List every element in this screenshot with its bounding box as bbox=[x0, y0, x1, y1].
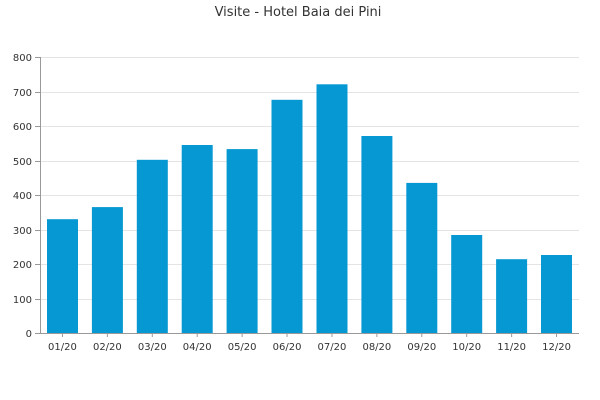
bar bbox=[541, 255, 572, 333]
axes bbox=[40, 57, 579, 334]
x-tick-label: 10/20 bbox=[452, 342, 481, 353]
bar bbox=[91, 207, 123, 333]
y-tick-label: 100 bbox=[13, 295, 32, 306]
x-tick-label: 05/20 bbox=[228, 342, 257, 353]
grid-lines bbox=[40, 57, 579, 300]
y-tick-label: 300 bbox=[13, 226, 32, 237]
x-tick-label: 04/20 bbox=[183, 342, 212, 353]
y-axis-ticks: 0 100 200 300 400 500 600 700 800 bbox=[13, 53, 40, 340]
y-tick-label: 700 bbox=[13, 88, 32, 99]
bar bbox=[181, 145, 213, 333]
bar bbox=[451, 235, 483, 333]
bar bbox=[136, 159, 168, 333]
y-tick-label: 500 bbox=[13, 157, 32, 168]
y-tick-label: 600 bbox=[13, 122, 32, 133]
bar bbox=[271, 99, 303, 333]
x-tick-label: 09/20 bbox=[407, 342, 436, 353]
bar bbox=[406, 182, 438, 333]
x-tick-label: 08/20 bbox=[362, 342, 391, 353]
x-axis-ticks: 01/20 02/20 03/20 04/20 05/20 06/20 07/20 08/20… bbox=[48, 333, 571, 353]
bar bbox=[361, 136, 393, 333]
y-tick-label: 400 bbox=[13, 191, 32, 202]
x-tick-label: 03/20 bbox=[138, 342, 167, 353]
x-tick-label: 06/20 bbox=[273, 342, 302, 353]
y-tick-label: 0 bbox=[26, 329, 32, 340]
bar bbox=[496, 259, 528, 333]
chart-title: Visite - Hotel Baia dei Pini bbox=[215, 5, 382, 20]
bar bbox=[316, 84, 348, 333]
x-tick-label: 01/20 bbox=[48, 342, 77, 353]
x-tick-label: 02/20 bbox=[93, 342, 122, 353]
bar bbox=[47, 219, 78, 333]
y-tick-label: 200 bbox=[13, 260, 32, 271]
x-tick-label: 07/20 bbox=[318, 342, 347, 353]
x-tick-label: 11/20 bbox=[497, 342, 526, 353]
x-tick-label: 12/20 bbox=[542, 342, 571, 353]
bar bbox=[226, 149, 258, 333]
y-tick-label: 800 bbox=[13, 53, 32, 64]
bars bbox=[47, 84, 572, 333]
